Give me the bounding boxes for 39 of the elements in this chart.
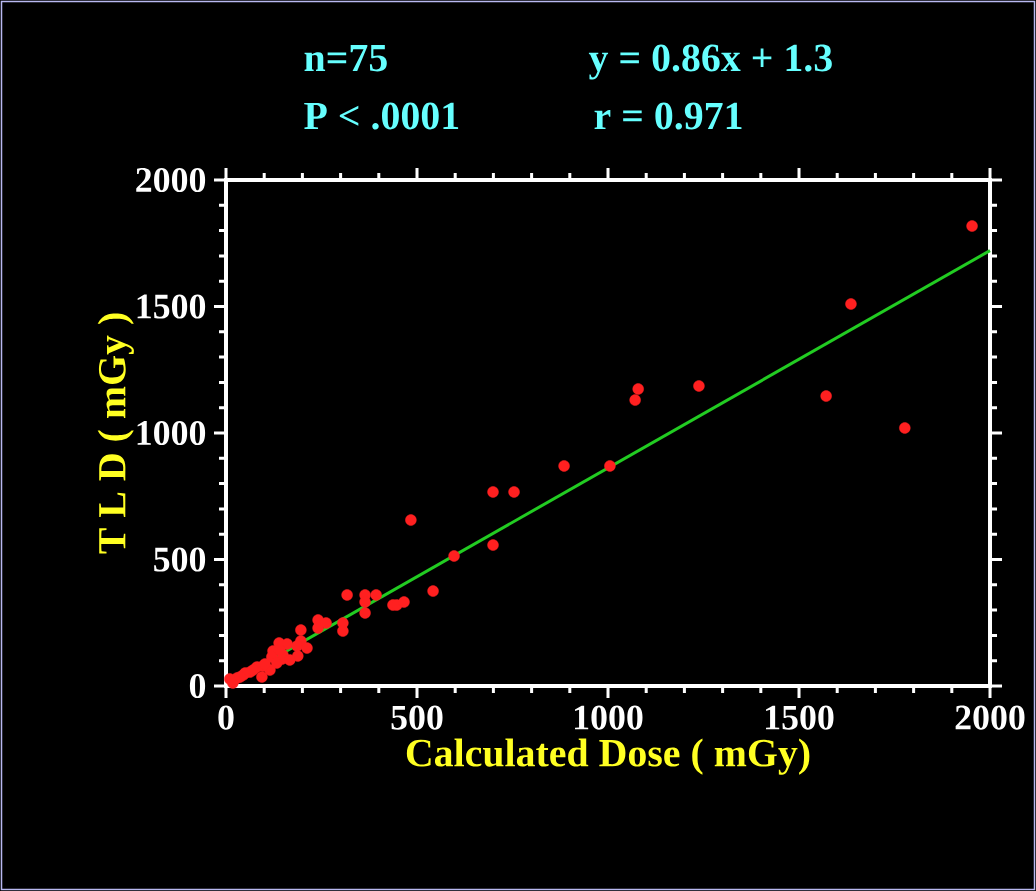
y-tick-label: 1000 [137, 420, 206, 446]
point [632, 383, 644, 395]
y-tick-label: 2000 [136, 167, 206, 193]
point [256, 671, 268, 683]
point [301, 642, 313, 654]
point [558, 460, 570, 472]
point [405, 514, 417, 526]
point [341, 589, 353, 601]
text: y = 0.86x + 1.3 [588, 44, 832, 80]
y-tick-label: 500 [154, 547, 206, 572]
point [899, 422, 911, 434]
text: r = 0.971 [594, 102, 742, 130]
point [427, 585, 439, 597]
x-tick-label: 1500 [766, 705, 834, 730]
point [604, 460, 616, 472]
point [820, 390, 832, 402]
point [448, 550, 460, 562]
point [284, 654, 296, 666]
point [508, 486, 520, 498]
point [487, 486, 499, 498]
point [487, 539, 499, 551]
point [693, 380, 705, 392]
point [966, 220, 978, 232]
point [359, 607, 371, 619]
y-tick-label: 0 [189, 673, 206, 699]
text: n=75 [304, 44, 387, 72]
point [398, 596, 410, 608]
x-axis-title: Calculated Dose ( mGy) [406, 738, 810, 775]
x-tick-label: 1000 [575, 705, 643, 730]
y-axis-title: T L D ( mGy ) [97, 313, 134, 554]
x-tick-label: 2000 [955, 705, 1025, 730]
point [295, 624, 307, 636]
point [629, 394, 641, 406]
x-tick-label: 500 [391, 705, 443, 730]
x-tick-label: 0 [218, 705, 234, 730]
point [370, 589, 382, 601]
text: P < .0001 [304, 102, 459, 130]
y-tick-label: 1500 [137, 294, 206, 319]
point [845, 298, 857, 310]
